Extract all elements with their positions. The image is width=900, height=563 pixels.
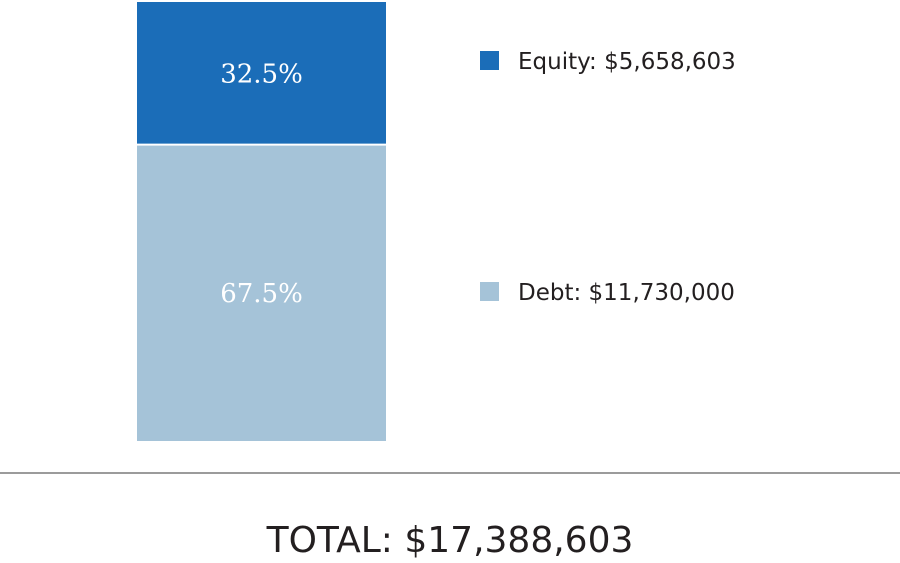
segment-labels: 32.5% 67.5% — [220, 59, 303, 309]
legend-label-debt: Debt: $11,730,000 — [518, 280, 735, 306]
bar-segment-debt — [137, 144, 386, 442]
legend: Equity: $5,658,603 Debt: $11,730,000 — [480, 49, 736, 306]
stacked-bar — [137, 2, 386, 442]
legend-swatch-debt — [480, 282, 499, 301]
legend-label-equity: Equity: $5,658,603 — [518, 49, 736, 75]
legend-swatch-equity — [480, 51, 499, 70]
bar-segment-equity — [137, 2, 386, 145]
segment-label-equity: 32.5% — [220, 59, 303, 89]
segment-label-debt: 67.5% — [220, 279, 303, 309]
total-label: TOTAL: $17,388,603 — [266, 520, 634, 561]
